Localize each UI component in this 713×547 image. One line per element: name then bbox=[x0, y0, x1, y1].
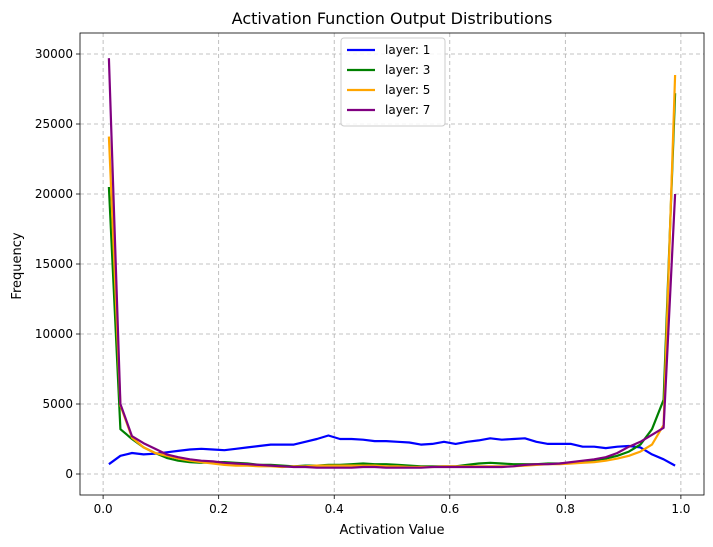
chart-title: Activation Function Output Distributions bbox=[232, 9, 553, 28]
x-ticks: 0.0 0.2 0.4 0.6 0.8 1.0 bbox=[94, 495, 690, 516]
legend: layer: 1 layer: 3 layer: 5 layer: 7 bbox=[340, 37, 446, 127]
legend-box bbox=[340, 37, 446, 127]
x-tick-label: 0.2 bbox=[209, 502, 228, 516]
y-tick-label: 5000 bbox=[42, 397, 73, 411]
y-tick-label: 25000 bbox=[35, 117, 73, 131]
x-tick-label: 0.4 bbox=[325, 502, 344, 516]
series-line-layer-1 bbox=[108, 434, 676, 467]
y-tick-label: 20000 bbox=[35, 187, 73, 201]
x-tick-label: 0.0 bbox=[94, 502, 113, 516]
y-tick-label: 0 bbox=[65, 467, 73, 481]
legend-label: layer: 1 bbox=[385, 43, 430, 57]
x-axis-label: Activation Value bbox=[340, 523, 445, 538]
series-line-layer-5 bbox=[107, 74, 677, 469]
legend-label: layer: 7 bbox=[385, 103, 430, 117]
legend-label: layer: 5 bbox=[385, 83, 430, 97]
y-tick-label: 15000 bbox=[35, 257, 73, 271]
legend-label: layer: 3 bbox=[385, 63, 430, 77]
y-ticks: 0 5000 10000 15000 20000 25000 30000 bbox=[35, 47, 80, 481]
x-tick-label: 0.6 bbox=[440, 502, 459, 516]
y-tick-label: 30000 bbox=[35, 47, 73, 61]
series-line-layer-7 bbox=[107, 58, 677, 469]
y-axis-label: Frequency bbox=[10, 232, 25, 299]
x-tick-label: 0.8 bbox=[556, 502, 575, 516]
series-lines bbox=[107, 58, 677, 469]
x-tick-label: 1.0 bbox=[671, 502, 690, 516]
y-tick-label: 10000 bbox=[35, 327, 73, 341]
